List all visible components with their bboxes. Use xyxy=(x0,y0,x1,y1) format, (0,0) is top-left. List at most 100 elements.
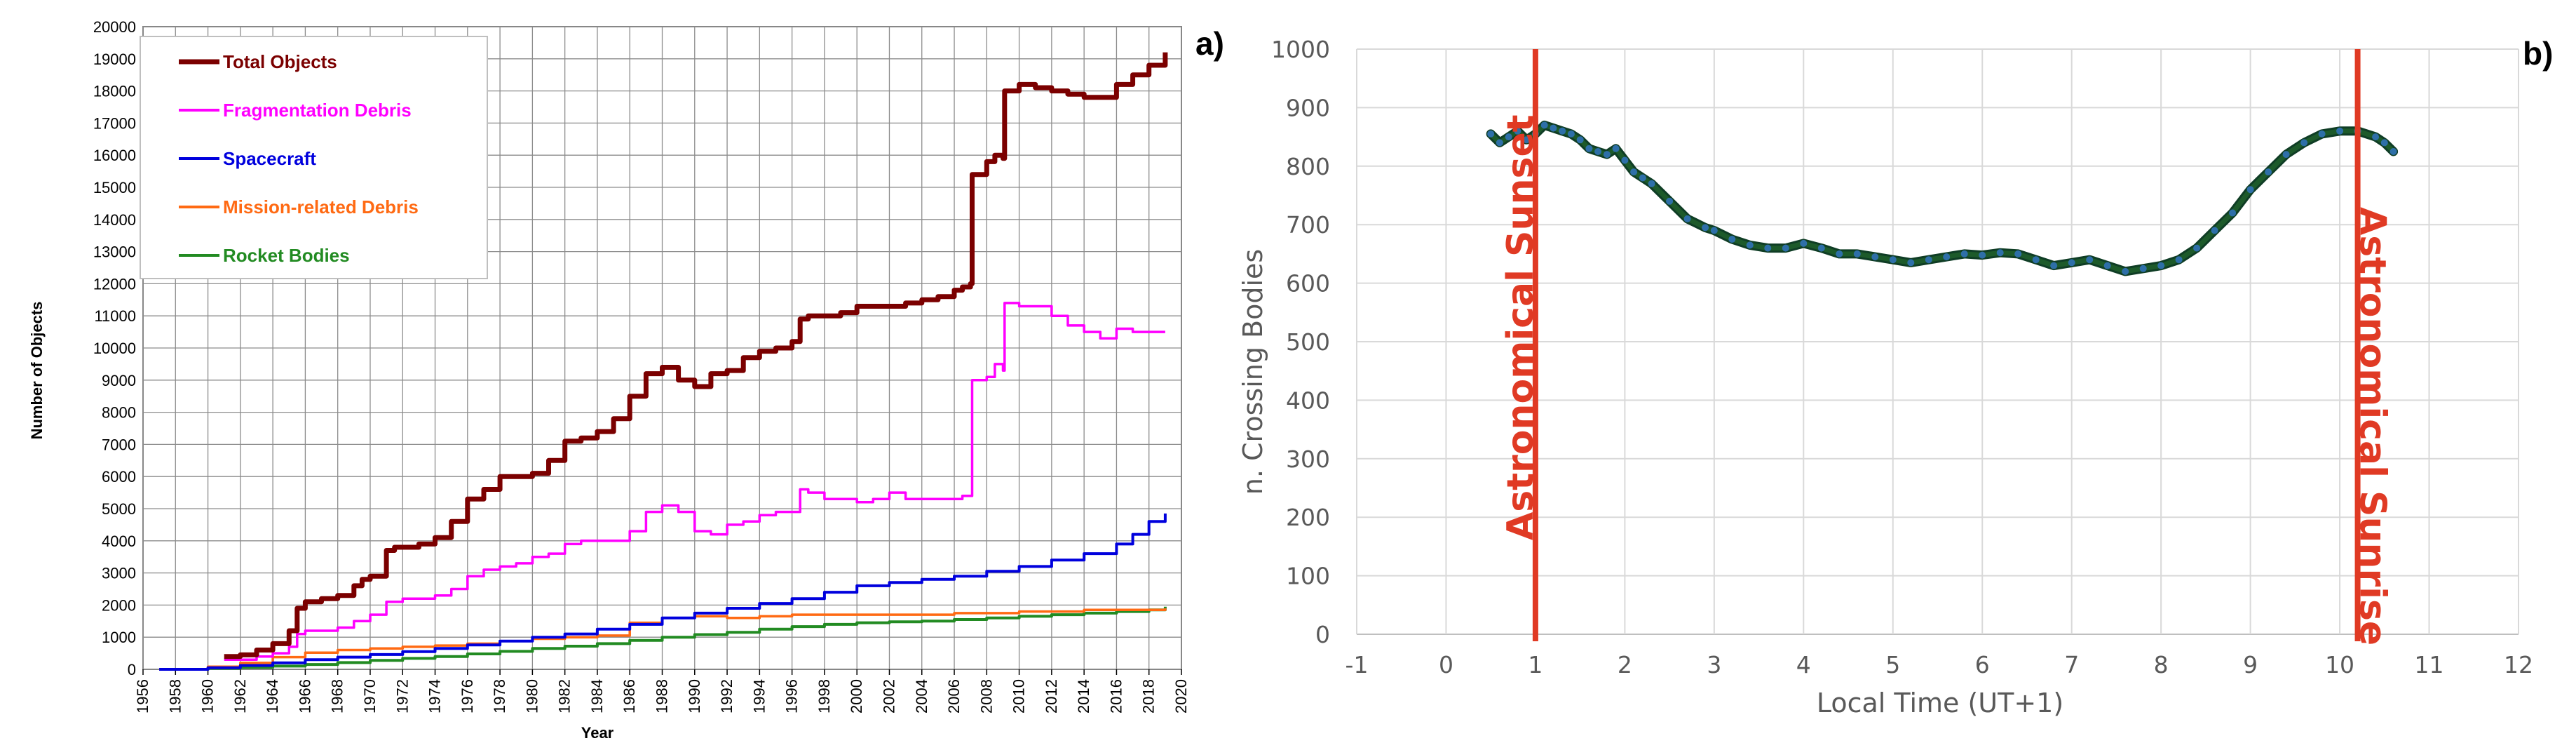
x-tick-label: 9 xyxy=(2243,651,2258,678)
series-point xyxy=(2300,139,2308,147)
series-point xyxy=(2318,130,2326,138)
series-point xyxy=(2229,209,2237,217)
legend-entry: Spacecraft xyxy=(223,148,316,169)
series-point xyxy=(2014,250,2022,257)
y-tick-label: 20000 xyxy=(93,18,136,36)
series-point xyxy=(1960,250,1968,257)
chart-b-x-ticks: -1 0 1 2 3 4 5 6 7 8 9 10 11 12 xyxy=(1345,651,2533,678)
series-point xyxy=(2389,148,2397,155)
x-tick-label: 1986 xyxy=(621,679,638,714)
series-point xyxy=(1764,244,1772,252)
y-tick-label: 400 xyxy=(1286,387,1330,414)
series-point xyxy=(1621,156,1629,164)
series-line-spacecraft xyxy=(159,513,1167,671)
chart-a-x-ticks: 1956 1958 1960 1962 1964 1966 1968 1970 1972 1974… xyxy=(134,669,1190,714)
y-tick-label: 17000 xyxy=(93,114,136,132)
series-line-rocket-bodies xyxy=(159,606,1167,671)
y-tick-label: 0 xyxy=(1315,621,1330,648)
legend-entry: Total Objects xyxy=(223,51,337,72)
vline-label: Astronomical Sunrise xyxy=(2352,207,2394,645)
x-tick-label: 1 xyxy=(1528,651,1543,678)
chart-b-series xyxy=(1486,120,2399,276)
y-tick-label: 300 xyxy=(1286,446,1330,473)
y-tick-label: 500 xyxy=(1286,328,1330,356)
series-point xyxy=(1889,256,1897,264)
y-tick-label: 12000 xyxy=(93,275,136,293)
series-point xyxy=(2380,139,2388,147)
x-tick-label: 1956 xyxy=(134,679,151,714)
series-point xyxy=(2068,259,2075,267)
y-tick-label: 600 xyxy=(1286,270,1330,297)
series-point xyxy=(1710,227,1718,234)
series-point xyxy=(1639,174,1646,182)
x-tick-label: 1990 xyxy=(686,679,703,714)
series-point xyxy=(1523,136,1531,144)
y-tick-label: 10000 xyxy=(93,340,136,357)
series-point xyxy=(1540,121,1548,129)
chart-b-ylabel: n. Crossing Bodies xyxy=(1238,249,1268,495)
x-tick-label: 1994 xyxy=(750,679,768,714)
series-point xyxy=(2372,133,2380,141)
x-tick-label: 2 xyxy=(1618,651,1632,678)
series-point xyxy=(1907,259,1915,267)
series-point xyxy=(1925,256,1932,264)
legend-entry: Fragmentation Debris xyxy=(223,100,412,121)
legend-entry: Mission-related Debris xyxy=(223,196,419,217)
series-point xyxy=(1487,130,1495,138)
x-tick-label: 2002 xyxy=(880,679,897,714)
series-point xyxy=(2157,262,2165,269)
x-tick-label: 12 xyxy=(2504,651,2533,678)
series-point xyxy=(2336,127,2344,135)
panel-label-a: a) xyxy=(1195,25,1224,62)
series-point xyxy=(1612,145,1620,152)
y-tick-label: 13000 xyxy=(93,243,136,261)
series-line-mission-related-debris xyxy=(159,608,1167,671)
x-tick-label: 1970 xyxy=(361,679,379,714)
x-tick-label: 2006 xyxy=(945,679,963,714)
series-point xyxy=(2139,265,2147,272)
series-point xyxy=(1496,139,1503,147)
series-point xyxy=(2282,151,2290,159)
chart-b-xlabel: Local Time (UT+1) xyxy=(1817,688,2063,718)
x-tick-label: 10 xyxy=(2325,651,2354,678)
x-tick-label: 1998 xyxy=(815,679,833,714)
chart-a-y-ticks: 0 1000 2000 3000 4000 5000 6000 7000 8000 9000 100… xyxy=(93,18,136,678)
series-point xyxy=(2103,262,2111,269)
series-point xyxy=(1979,251,1986,259)
series-point xyxy=(1603,151,1611,159)
x-tick-label: 2012 xyxy=(1043,679,1060,714)
series-point xyxy=(1559,127,1566,135)
series-point xyxy=(2032,256,2040,264)
x-tick-label: 4 xyxy=(1796,651,1811,678)
series-point xyxy=(1666,197,1674,205)
y-tick-label: 3000 xyxy=(102,565,136,582)
series-point xyxy=(1576,136,1584,144)
y-tick-label: 800 xyxy=(1286,153,1330,180)
x-tick-label: 2000 xyxy=(848,679,865,714)
chart-b-annotations: Astronomical Sunset Astronomical Sunrise xyxy=(1500,49,2394,645)
y-tick-label: 4000 xyxy=(102,533,136,550)
series-point xyxy=(1585,145,1593,152)
chart-b-y-ticks: 0 100 200 300 400 500 600 700 800 900 1000 xyxy=(1271,36,1330,648)
series-point xyxy=(2211,227,2218,234)
x-tick-label: 1962 xyxy=(231,679,249,714)
x-tick-label: 2014 xyxy=(1075,679,1092,714)
x-tick-label: 2008 xyxy=(977,679,995,714)
x-tick-label: 2010 xyxy=(1010,679,1028,714)
y-tick-label: 7000 xyxy=(102,436,136,453)
x-tick-label: 2018 xyxy=(1140,679,1158,714)
x-tick-label: 0 xyxy=(1439,651,1453,678)
series-point xyxy=(2086,256,2094,264)
chart-a-xlabel: Year xyxy=(581,724,614,742)
series-point xyxy=(1871,253,1879,261)
series-point xyxy=(1550,124,1557,132)
series-line-total-objects xyxy=(224,52,1168,660)
x-tick-label: -1 xyxy=(1345,651,1369,678)
series-point xyxy=(2193,244,2201,252)
x-tick-label: 11 xyxy=(2415,651,2444,678)
series-point xyxy=(1817,244,1825,252)
x-tick-label: 7 xyxy=(2064,651,2079,678)
series-point xyxy=(2246,186,2254,194)
